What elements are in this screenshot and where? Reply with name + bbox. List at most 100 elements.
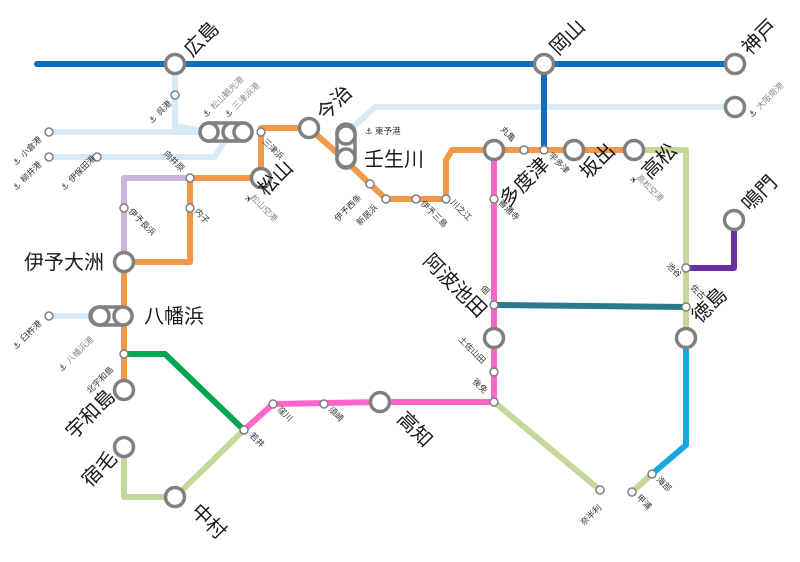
label-matsuyama-airport: 松山空港: [248, 192, 280, 224]
small-yanai[interactable]: [45, 153, 53, 161]
yodo-line: [124, 354, 244, 430]
small-uchiko[interactable]: [186, 204, 194, 212]
nakamura-line: [124, 430, 244, 497]
station-kobe-port[interactable]: [726, 98, 745, 117]
small-mukaibara[interactable]: [186, 174, 194, 182]
label-osaka-nanko-port: 大阪南港: [754, 80, 786, 112]
small-susaki[interactable]: [320, 400, 328, 408]
anchor-icon-usuki: ⚓: [11, 340, 23, 352]
small-iyo-nagahama[interactable]: [120, 204, 128, 212]
small-iyo-mishima[interactable]: [412, 195, 420, 203]
small-kaifu[interactable]: [648, 470, 656, 478]
small-ikenotani[interactable]: [682, 264, 690, 272]
anchor-icon-yanai: ⚓: [11, 181, 23, 193]
label-nyugawa: 壬生川: [364, 147, 424, 171]
tokushima-line-path: [494, 305, 686, 307]
small-kannoura[interactable]: [628, 488, 636, 496]
label-gomen: 後免: [470, 376, 490, 396]
label-iyo-nagahama: 伊予長浜: [126, 206, 158, 238]
yodo-line-path: [124, 354, 244, 430]
anchor-icon-matsuyama-kanko: ⚓: [201, 108, 213, 120]
small-usuki[interactable]: [45, 312, 53, 320]
label-nakamura: 中村: [186, 499, 231, 544]
nakamura-line-path: [124, 430, 244, 497]
mugi-line-path: [652, 338, 686, 474]
label-kure-port: 呉港: [154, 98, 174, 118]
station-tadotsu[interactable]: [485, 141, 504, 160]
station-tokushima[interactable]: [677, 329, 696, 348]
mitsuhama-port-circle-3: [234, 123, 252, 141]
station-kochi[interactable]: [371, 393, 390, 412]
station-uwajima[interactable]: [115, 381, 134, 400]
small-tosa-yamada[interactable]: [490, 368, 498, 376]
tokushima-line: [494, 305, 686, 307]
anchor-icon-yawatahama: ⚓: [57, 362, 69, 374]
label-imabari: 今治: [312, 80, 357, 125]
label-wakai: 若井: [247, 430, 267, 450]
ferry-kure: [175, 64, 208, 132]
small-niihama[interactable]: [382, 195, 390, 203]
gomen-nahari-line: [494, 402, 652, 492]
yawatahama-circle-2: [114, 307, 132, 325]
station-nakamura[interactable]: [166, 488, 185, 507]
label-ikenotani: 池谷: [664, 260, 684, 280]
small-marugame[interactable]: [520, 146, 528, 154]
small-ogoori[interactable]: [45, 128, 53, 136]
label-mukaibara: 向井原: [161, 148, 187, 174]
small-nahari[interactable]: [596, 486, 604, 494]
label-okayama: 岡山: [545, 14, 590, 59]
label-nahari: 奈半利: [578, 502, 604, 528]
gomen-nahari-line-path: [494, 402, 600, 490]
major-labels: 広島 岡山 神戸 今治 壬生川 松山 多度津 坂出 高松 鳴門 伊予大洲 八幡浜…: [24, 14, 782, 544]
small-iyo-saijo[interactable]: [366, 180, 374, 188]
mugi-line: [652, 338, 686, 474]
port-labels: ⚓ 呉港 ⚓ 松山観光港 ⚓ 三津浜港 ⚓ 小倉港 ⚓ 柳井港 ⚓ 伊保田港 ⚓…: [11, 74, 786, 374]
label-hiroshima: 広島: [179, 16, 224, 61]
label-susaki: 須崎: [326, 404, 346, 424]
label-ogoori-port: 小倉港: [18, 134, 44, 160]
label-yawatahama-port: 八幡浜港: [64, 334, 96, 366]
small-mitsuhama[interactable]: [257, 128, 265, 136]
anchor-icon-iyo-hojo: ⚓: [59, 181, 71, 193]
small-wakai[interactable]: [240, 426, 248, 434]
small-kawanoe[interactable]: [442, 195, 450, 203]
station-imabari[interactable]: [300, 119, 319, 138]
small-kita-uwajima[interactable]: [120, 350, 128, 358]
anchor-icon-osaka-nanko: ⚓: [747, 108, 759, 120]
label-toyo-port: 東予港: [375, 126, 401, 137]
station-kobe[interactable]: [726, 55, 745, 74]
yawatahama-circle-1: [91, 307, 109, 325]
anchor-icon-ogoori: ⚓: [11, 156, 23, 168]
label-yawatahama: 八幡浜: [144, 304, 204, 328]
station-takamatsu[interactable]: [625, 141, 644, 160]
label-iyo-ozu: 伊予大洲: [24, 250, 104, 274]
station-iyo-ozu[interactable]: [115, 253, 134, 272]
station-naruto[interactable]: [725, 211, 744, 230]
label-uchiko: 内子: [192, 206, 212, 226]
anchor-icon-mitsuhama-port: ⚓: [223, 108, 235, 120]
label-kobe: 神戸: [737, 14, 782, 59]
station-sakaide[interactable]: [565, 141, 584, 160]
small-utazu[interactable]: [540, 146, 548, 154]
label-kaifu: 海部: [654, 474, 674, 494]
nyugawa-circle-2: [337, 149, 355, 167]
label-naruto: 鳴門: [737, 170, 782, 215]
label-usuki-port: 臼杵港: [18, 318, 44, 344]
small-kure[interactable]: [171, 91, 179, 99]
nyugawa-circle-1: [337, 126, 355, 144]
label-kubokawa: 窪川: [275, 404, 295, 424]
anchor-icon-kure: ⚓: [147, 114, 159, 126]
label-awa-ikeda: 阿波池田: [418, 249, 492, 323]
station-awa-ikeda[interactable]: [485, 329, 504, 348]
station-sukumo[interactable]: [115, 438, 134, 457]
label-kannoura: 甲浦: [634, 492, 654, 512]
station-hiroshima[interactable]: [166, 55, 185, 74]
small-gomen[interactable]: [490, 398, 498, 406]
small-kubokawa[interactable]: [269, 400, 277, 408]
interchange-markers: [90, 123, 355, 325]
label-kawanoe: 川之江: [448, 197, 474, 223]
station-okayama[interactable]: [535, 55, 554, 74]
ferry-routes: [49, 64, 735, 316]
